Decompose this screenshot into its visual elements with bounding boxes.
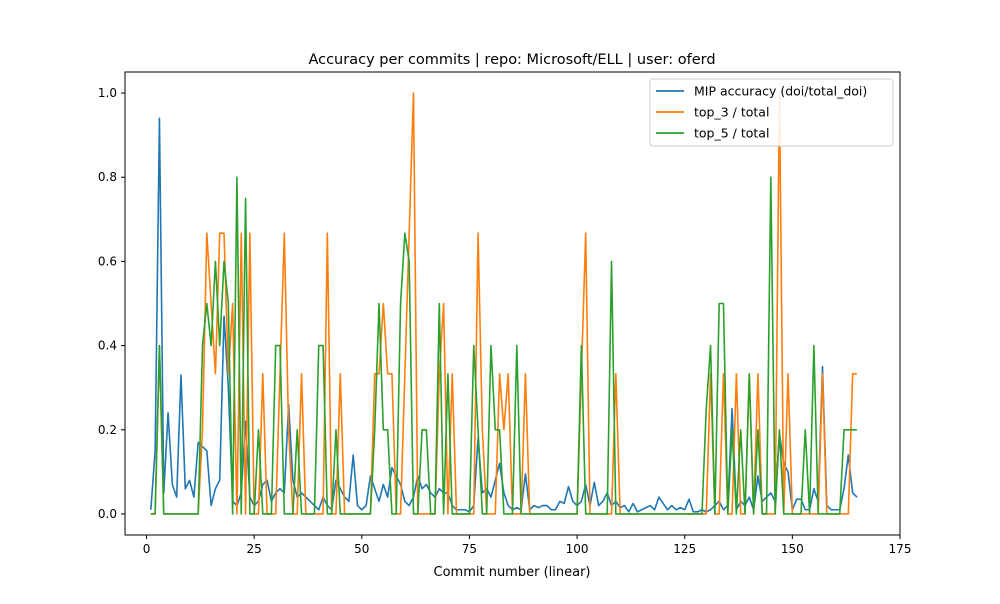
x-tick-label: 150	[781, 542, 804, 556]
y-tick-label: 0.2	[98, 423, 117, 437]
x-tick-label: 125	[673, 542, 696, 556]
y-tick-label: 0.0	[98, 507, 117, 521]
series-line-1	[150, 117, 858, 513]
x-tick-label: 50	[354, 542, 369, 556]
y-tick-label: 0.8	[98, 170, 117, 184]
y-axis: 0.0 0.2 0.4 0.6 0.8 1.0	[98, 86, 125, 521]
series-line-3	[150, 176, 857, 515]
y-tick-label: 0.6	[98, 254, 117, 268]
x-axis-label: Commit number (linear)	[434, 565, 591, 580]
x-tick-label: 0	[143, 542, 151, 556]
plot-area-frame	[124, 71, 901, 536]
series-layer	[150, 92, 858, 515]
legend-label: top_5 / total	[694, 126, 769, 141]
legend-label: top_3 / total	[694, 105, 769, 120]
legend-label: MIP accuracy (doi/total_doi)	[694, 84, 867, 99]
y-tick-label: 0.4	[98, 339, 117, 353]
x-axis: 0 25 50 75 100 125 150 175	[143, 535, 912, 556]
x-tick-label: 75	[462, 542, 477, 556]
x-tick-label: 175	[889, 542, 912, 556]
x-tick-label: 25	[247, 542, 262, 556]
chart-title: Accuracy per commits | repo: Microsoft/E…	[308, 52, 715, 68]
x-tick-label: 100	[566, 542, 589, 556]
legend: MIP accuracy (doi/total_doi) top_3 / tota…	[649, 78, 894, 147]
y-tick-label: 1.0	[98, 86, 117, 100]
legend-box	[649, 78, 894, 147]
